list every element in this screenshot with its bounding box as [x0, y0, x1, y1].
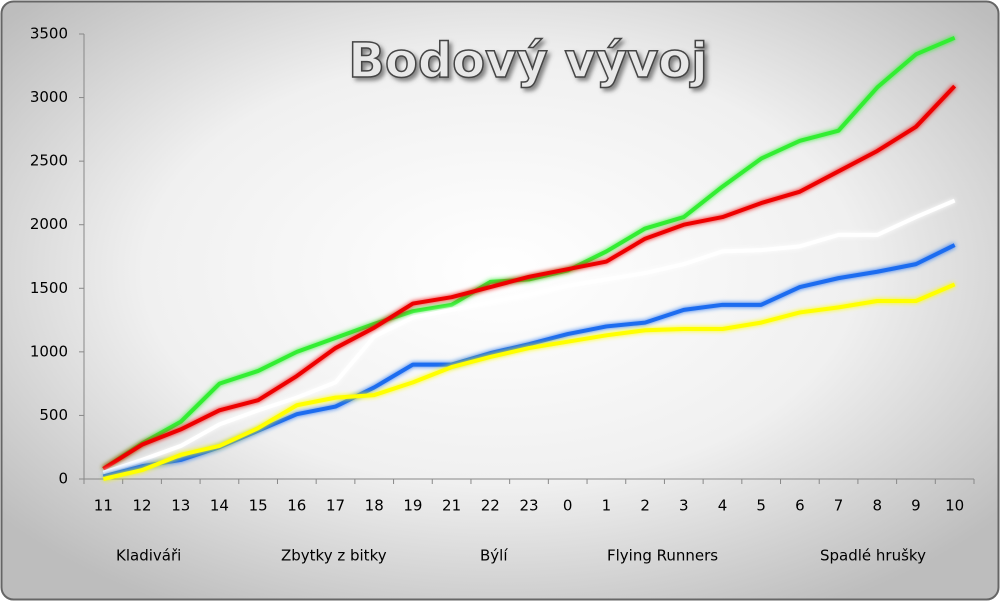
x-tick-label: 22 — [481, 497, 500, 515]
legend-label: Býlí — [480, 547, 508, 565]
series-line — [102, 282, 956, 481]
y-tick-label: 3500 — [30, 25, 68, 43]
y-tick-label: 3000 — [30, 88, 68, 106]
x-tick-label: 5 — [756, 497, 766, 515]
y-tick-label: 2500 — [30, 152, 68, 170]
y-tick-label: 1000 — [30, 342, 68, 360]
x-tick-label: 17 — [326, 497, 345, 515]
x-tick-label: 19 — [403, 497, 422, 515]
x-tick-label: 2 — [640, 497, 650, 515]
x-tick-label: 12 — [132, 497, 151, 515]
x-tick-label: 1 — [602, 497, 612, 515]
series-line — [102, 198, 956, 475]
y-tick-label: 2000 — [30, 215, 68, 233]
x-tick-label: 15 — [249, 497, 268, 515]
series-line — [102, 84, 957, 471]
chart-title: Bodový vývoj — [348, 33, 707, 89]
x-tick-label: 13 — [171, 497, 190, 515]
x-tick-label: 18 — [365, 497, 384, 515]
legend-label: Flying Runners — [607, 547, 718, 565]
y-tick-label: 500 — [39, 406, 68, 424]
legend-label: Zbytky z bitky — [281, 547, 387, 565]
legend-label: Spadlé hrušky — [820, 547, 926, 565]
x-tick-label: 3 — [679, 497, 689, 515]
x-tick-label: 10 — [945, 497, 964, 515]
x-tick-label: 6 — [795, 497, 805, 515]
x-tick-label: 7 — [834, 497, 844, 515]
x-tick-label: 14 — [210, 497, 229, 515]
legend-label: Kladiváři — [116, 547, 181, 565]
series-line — [102, 35, 956, 471]
x-tick-label: 23 — [519, 497, 538, 515]
x-tick-label: 0 — [563, 497, 573, 515]
x-tick-label: 4 — [718, 497, 728, 515]
x-tick-label: 8 — [872, 497, 882, 515]
y-tick-label: 1500 — [30, 279, 68, 297]
x-tick-label: 16 — [287, 497, 306, 515]
x-tick-label: 9 — [911, 497, 921, 515]
y-tick-label: 0 — [58, 470, 68, 488]
x-tick-label: 11 — [94, 497, 113, 515]
x-tick-label: 21 — [442, 497, 461, 515]
